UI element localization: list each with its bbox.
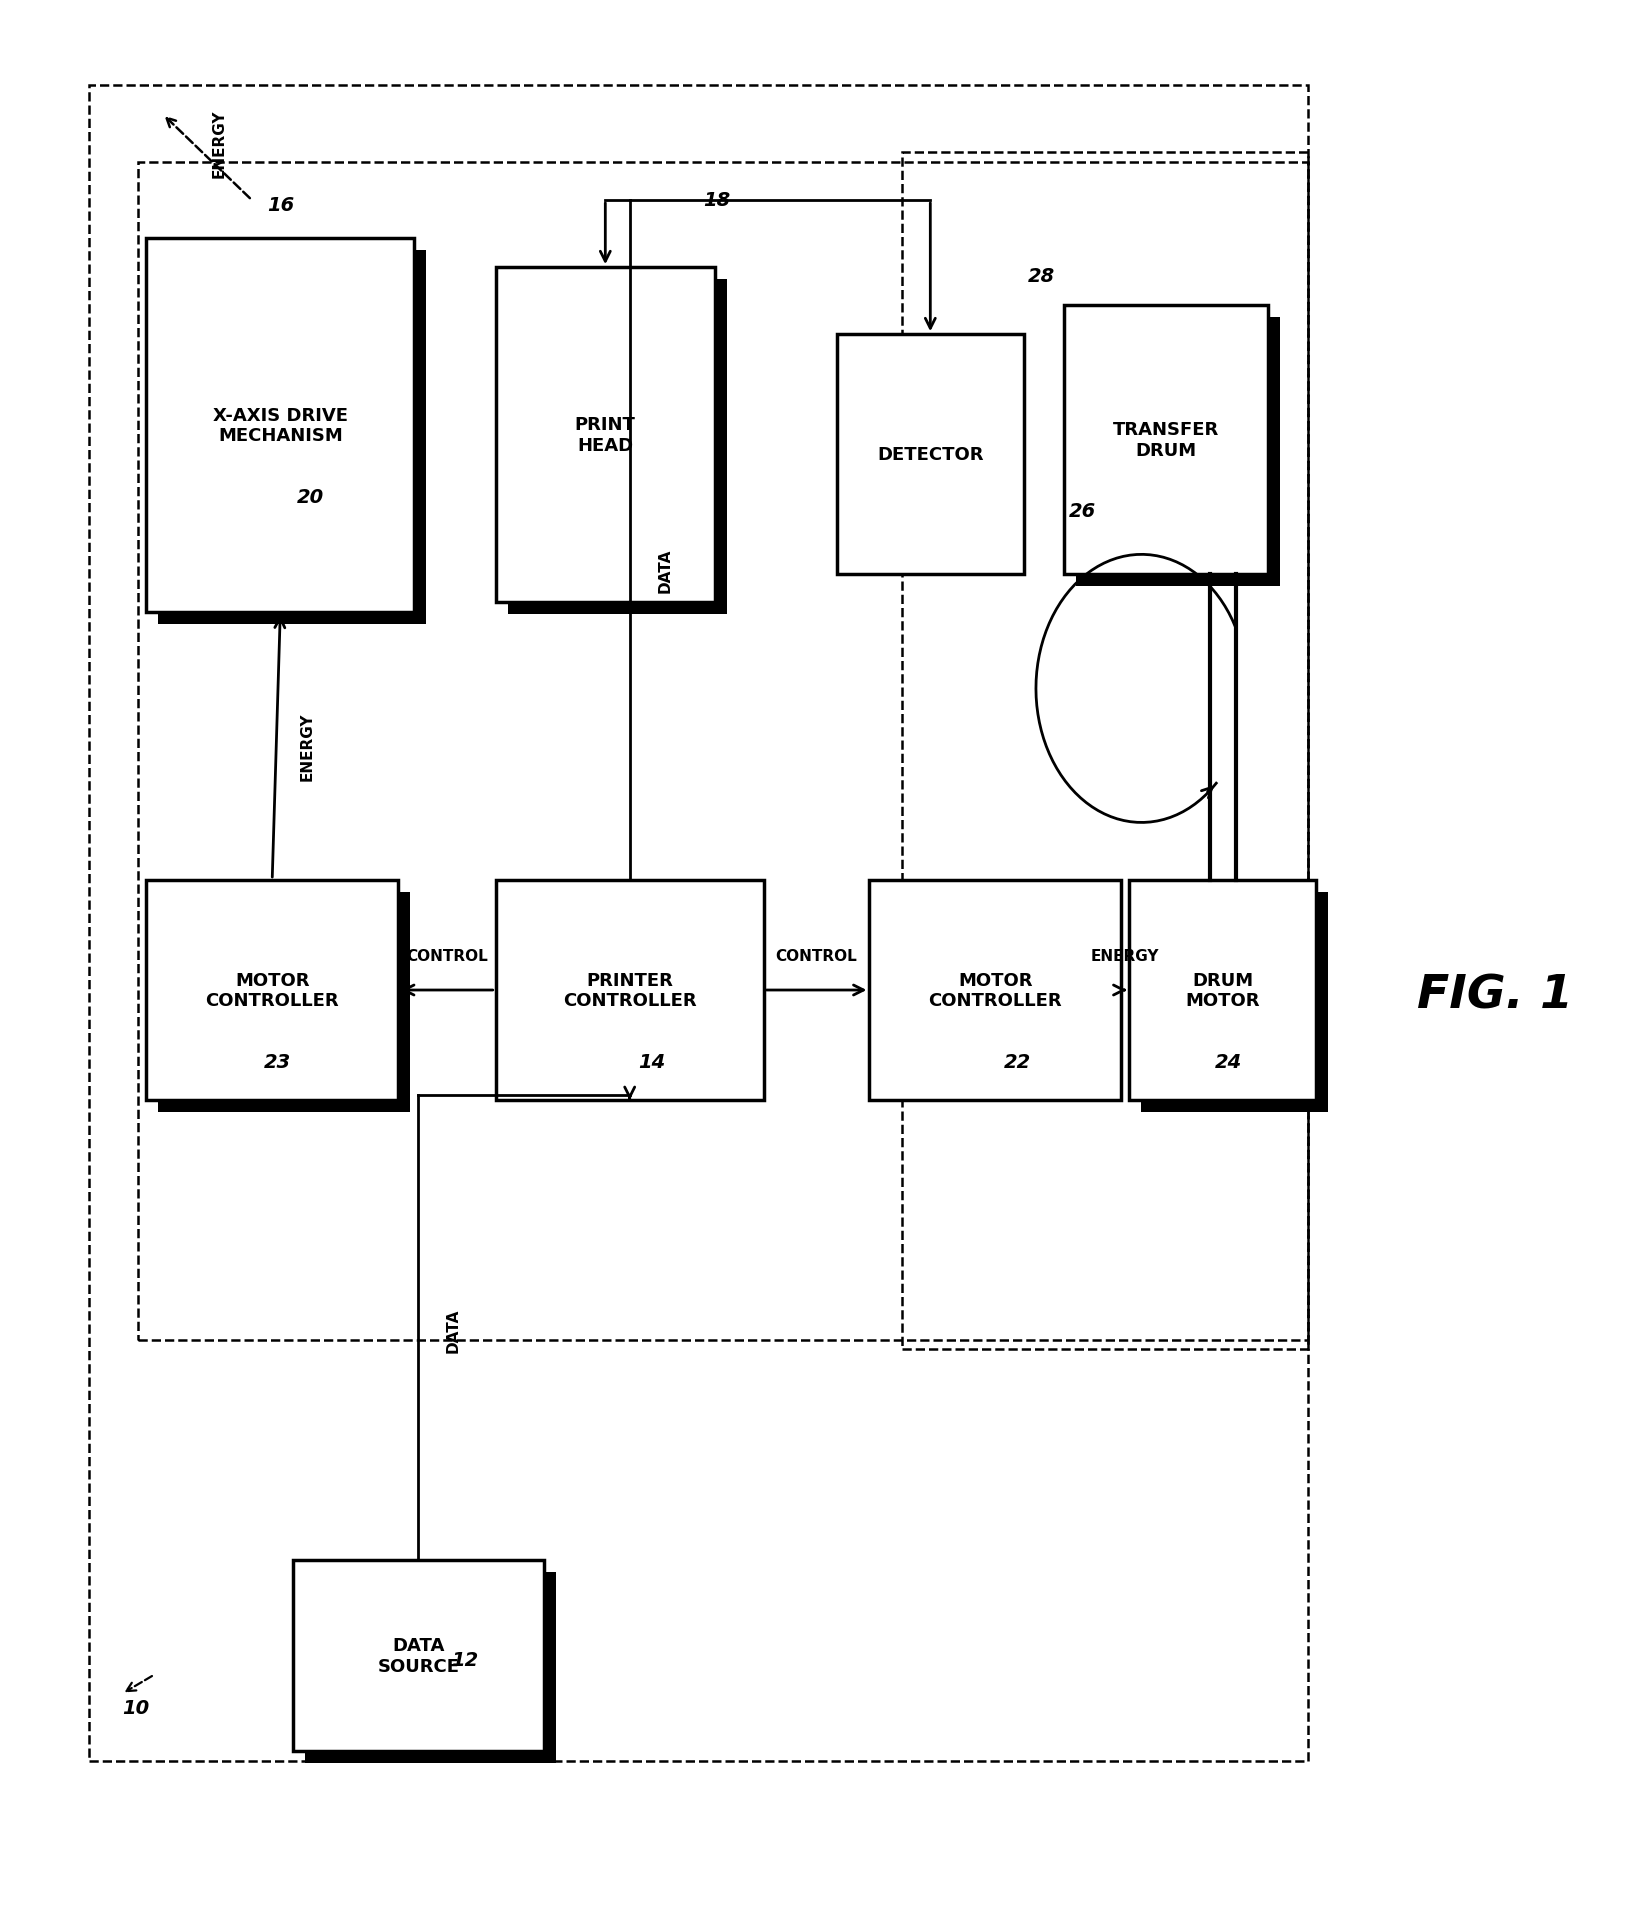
Bar	[89, 86, 1308, 1761]
Text: PRINT
HEAD: PRINT HEAD	[575, 415, 635, 456]
Text: 26: 26	[1069, 501, 1095, 521]
Text: MOTOR
CONTROLLER: MOTOR CONTROLLER	[928, 970, 1063, 1011]
Bar	[1129, 880, 1316, 1101]
Bar	[869, 880, 1121, 1101]
Bar	[304, 1571, 556, 1763]
Text: 20: 20	[296, 488, 323, 507]
Text: 14: 14	[637, 1053, 665, 1072]
Text: 12: 12	[450, 1650, 478, 1669]
Bar	[1076, 318, 1279, 586]
Text: ENERGY: ENERGY	[211, 109, 228, 178]
Bar	[158, 251, 426, 624]
Bar	[496, 268, 715, 603]
Bar	[837, 335, 1024, 574]
Text: FIG. 1: FIG. 1	[1417, 972, 1573, 1018]
Text: CONTROL: CONTROL	[406, 947, 488, 963]
Text: ENERGY: ENERGY	[1090, 947, 1160, 963]
Text: TRANSFER
DRUM: TRANSFER DRUM	[1113, 421, 1219, 459]
Text: 22: 22	[1004, 1053, 1030, 1072]
Text: DETECTOR: DETECTOR	[878, 446, 983, 463]
Bar	[292, 1560, 544, 1751]
Text: CONTROL: CONTROL	[775, 947, 858, 963]
Text: 18: 18	[702, 191, 730, 211]
Text: DATA: DATA	[656, 549, 673, 593]
Bar	[1064, 306, 1268, 574]
Text: 24: 24	[1214, 1053, 1242, 1072]
Bar	[146, 880, 398, 1101]
Bar	[1141, 892, 1328, 1112]
Bar	[507, 279, 726, 614]
Text: 16: 16	[266, 195, 294, 214]
Text: PRINTER
CONTROLLER: PRINTER CONTROLLER	[562, 970, 697, 1011]
Text: 10: 10	[122, 1698, 150, 1717]
Bar	[496, 880, 764, 1101]
Text: 23: 23	[263, 1053, 291, 1072]
Text: DATA: DATA	[445, 1307, 462, 1353]
Text: ENERGY: ENERGY	[299, 712, 315, 781]
Text: DRUM
MOTOR: DRUM MOTOR	[1186, 970, 1259, 1011]
Text: 28: 28	[1029, 268, 1055, 287]
Text: MOTOR
CONTROLLER: MOTOR CONTROLLER	[205, 970, 340, 1011]
Bar	[902, 153, 1308, 1349]
Bar	[146, 239, 414, 612]
Bar	[158, 892, 410, 1112]
Text: X-AXIS DRIVE
MECHANISM: X-AXIS DRIVE MECHANISM	[213, 406, 348, 446]
Bar	[138, 163, 1308, 1340]
Text: DATA
SOURCE: DATA SOURCE	[377, 1636, 460, 1675]
